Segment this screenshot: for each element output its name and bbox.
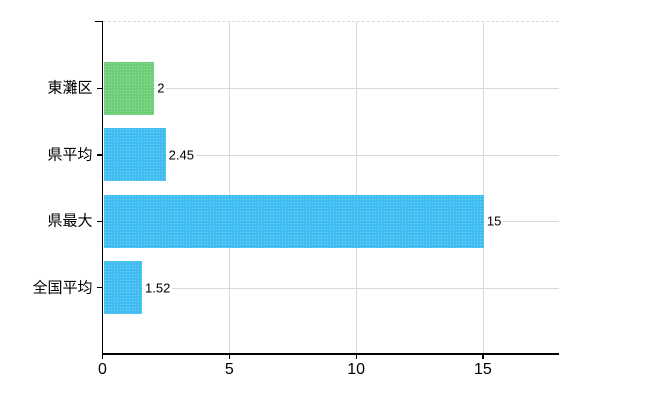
bar-3[interactable] (103, 261, 143, 315)
x-tick-label: 10 (347, 361, 365, 378)
y-axis-tick (96, 287, 103, 289)
y-axis-tick (96, 220, 103, 223)
category-label: 全国平均 (32, 279, 93, 297)
bar-0[interactable] (103, 61, 155, 115)
y-axis (101, 21, 103, 354)
category-label: 東灘区 (47, 79, 93, 97)
bar-value-label: 1.52 (143, 280, 173, 296)
x-tick-label: 5 (224, 361, 234, 378)
bar-value-label: 2.45 (166, 147, 196, 163)
gridline-vertical (482, 22, 484, 354)
x-tick-label: 15 (474, 361, 492, 378)
x-tick-label: 0 (98, 361, 107, 378)
x-axis-tick (355, 354, 357, 359)
y-axis-tick (96, 87, 103, 90)
y-axis-tick (96, 154, 103, 156)
gridline-vertical (356, 22, 358, 354)
bar-2[interactable] (103, 194, 484, 248)
x-axis-tick (228, 354, 231, 359)
gridline-horizontal (102, 154, 559, 156)
plot-top-border (102, 21, 559, 22)
category-label: 県最大 (47, 212, 93, 230)
bar-value-label: 15 (484, 213, 504, 229)
x-axis-tick (482, 354, 484, 359)
bar-value-label: 2 (155, 80, 167, 96)
y-axis-top-tick (94, 21, 103, 23)
category-label: 県平均 (47, 146, 93, 164)
x-axis (101, 353, 559, 355)
gridline-horizontal (102, 287, 559, 289)
x-axis-tick (102, 354, 104, 359)
gridline-vertical (229, 22, 231, 354)
gridline-horizontal (102, 88, 559, 90)
bar-1[interactable] (103, 128, 166, 182)
